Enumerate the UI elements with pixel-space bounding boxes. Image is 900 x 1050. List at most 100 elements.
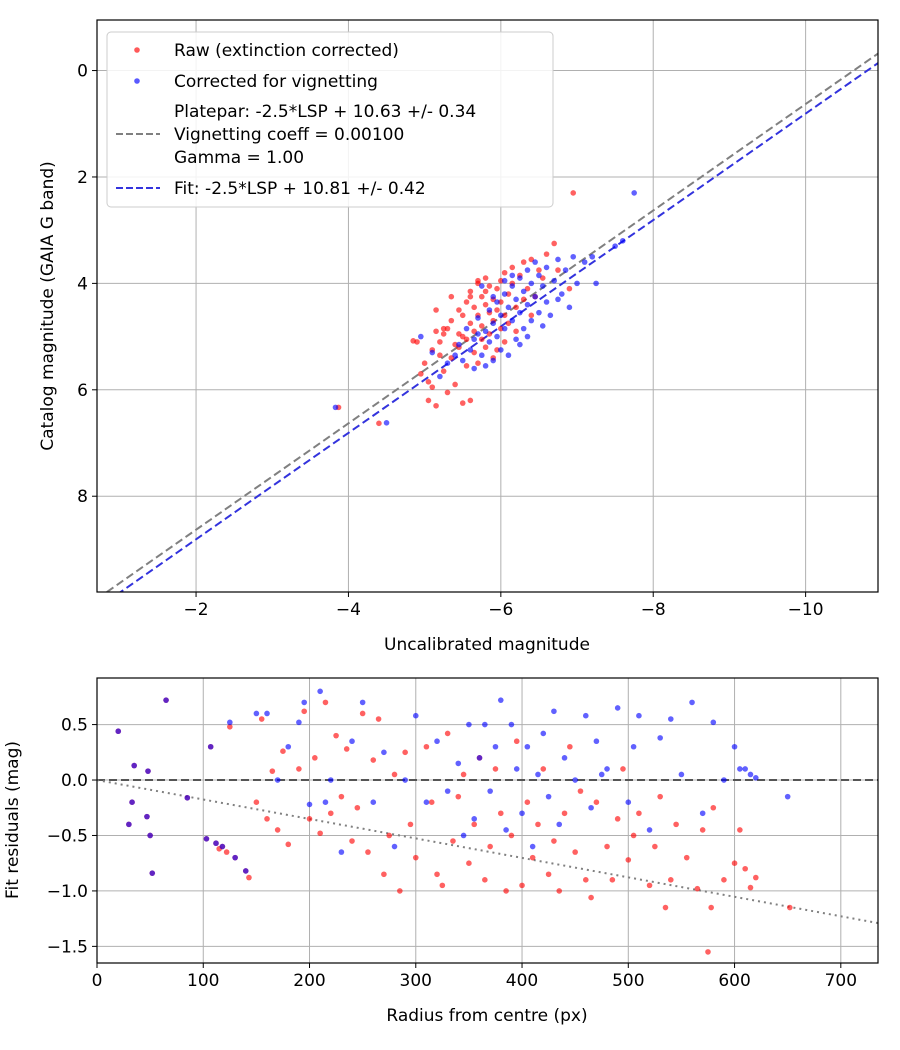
data-point <box>376 420 382 427</box>
x-tick-label: −10 <box>788 600 824 620</box>
data-point <box>604 766 610 772</box>
data-point <box>429 349 436 356</box>
data-point <box>437 339 443 345</box>
data-point <box>428 799 435 806</box>
y-tick-label: 6 <box>77 381 88 401</box>
data-point <box>440 331 447 337</box>
data-point <box>269 768 276 774</box>
y-tick-label: 0 <box>77 62 88 82</box>
fit-line <box>118 62 878 592</box>
data-point <box>524 301 531 308</box>
data-point <box>574 280 580 287</box>
platepar-line <box>105 52 878 592</box>
data-point <box>429 384 436 390</box>
data-point <box>558 291 565 297</box>
data-point <box>581 259 588 265</box>
bottom-reference-lines <box>97 779 878 925</box>
bottom-x-axis-label: Radius from centre (px) <box>386 1006 587 1026</box>
data-point <box>721 877 727 883</box>
data-point <box>463 325 470 332</box>
data-point <box>391 771 398 778</box>
data-point <box>498 312 504 319</box>
data-point <box>535 821 541 828</box>
data-point <box>536 272 542 279</box>
data-point <box>556 888 563 894</box>
data-point <box>482 877 488 883</box>
data-point <box>582 712 589 719</box>
data-point <box>332 404 339 411</box>
data-point <box>524 743 531 750</box>
data-point <box>536 267 542 273</box>
data-point <box>556 821 563 828</box>
data-point <box>494 285 500 292</box>
data-point <box>539 283 546 289</box>
data-point <box>555 267 561 273</box>
data-point <box>459 357 466 364</box>
data-point <box>505 304 512 311</box>
data-point <box>467 397 474 404</box>
data-point <box>402 749 408 756</box>
data-point <box>365 849 371 855</box>
data-point <box>689 699 695 706</box>
data-point <box>532 259 538 265</box>
data-point <box>636 712 642 719</box>
data-point <box>448 293 455 300</box>
data-point <box>264 816 270 822</box>
data-point <box>433 307 439 313</box>
data-point <box>285 841 292 848</box>
data-point <box>359 699 366 706</box>
data-point <box>149 870 156 876</box>
data-point <box>492 766 499 772</box>
data-point <box>524 267 531 273</box>
legend-box <box>106 31 554 208</box>
data-point <box>501 339 508 345</box>
data-point <box>540 766 547 772</box>
data-point <box>207 743 214 750</box>
data-point <box>555 256 561 263</box>
legend-platepar-label: Platepar: -2.5*LSP + 10.63 +/- 0.34 <box>174 102 476 122</box>
data-point <box>466 721 472 728</box>
data-point <box>490 320 497 327</box>
data-point <box>448 317 455 324</box>
data-point <box>566 304 573 311</box>
y-tick-label: −0.5 <box>47 826 88 846</box>
data-point <box>539 323 546 329</box>
bottom-grid <box>96 678 878 963</box>
data-point <box>486 283 493 289</box>
data-point <box>582 877 589 883</box>
data-point <box>520 325 527 332</box>
x-tick-label: 0 <box>92 971 103 991</box>
data-point <box>787 904 793 911</box>
data-point <box>612 243 618 249</box>
data-point <box>450 838 456 844</box>
data-point <box>466 860 472 866</box>
data-point <box>497 697 504 703</box>
top-fit-lines <box>105 52 878 592</box>
data-point <box>478 352 485 359</box>
data-point <box>570 253 577 260</box>
data-point <box>381 871 387 878</box>
data-point <box>444 389 451 396</box>
data-point <box>433 328 439 335</box>
data-point <box>460 771 467 778</box>
data-point <box>520 288 527 295</box>
x-tick-label: −8 <box>641 600 666 620</box>
data-point <box>517 341 523 348</box>
y-tick-label: 2 <box>77 168 88 188</box>
data-point <box>301 708 308 715</box>
y-tick-label: 0.5 <box>61 716 88 736</box>
bottom-scatter-points <box>115 688 793 955</box>
data-point <box>614 705 621 711</box>
y-tick-label: −1.0 <box>47 882 88 902</box>
data-point <box>731 743 738 750</box>
data-point <box>567 743 573 750</box>
data-point <box>630 743 637 750</box>
data-point <box>486 307 493 313</box>
data-point <box>433 402 439 409</box>
data-point <box>742 766 748 772</box>
data-point <box>508 721 515 728</box>
data-point <box>524 333 531 340</box>
x-tick-label: −6 <box>488 600 513 620</box>
data-point <box>203 835 210 842</box>
